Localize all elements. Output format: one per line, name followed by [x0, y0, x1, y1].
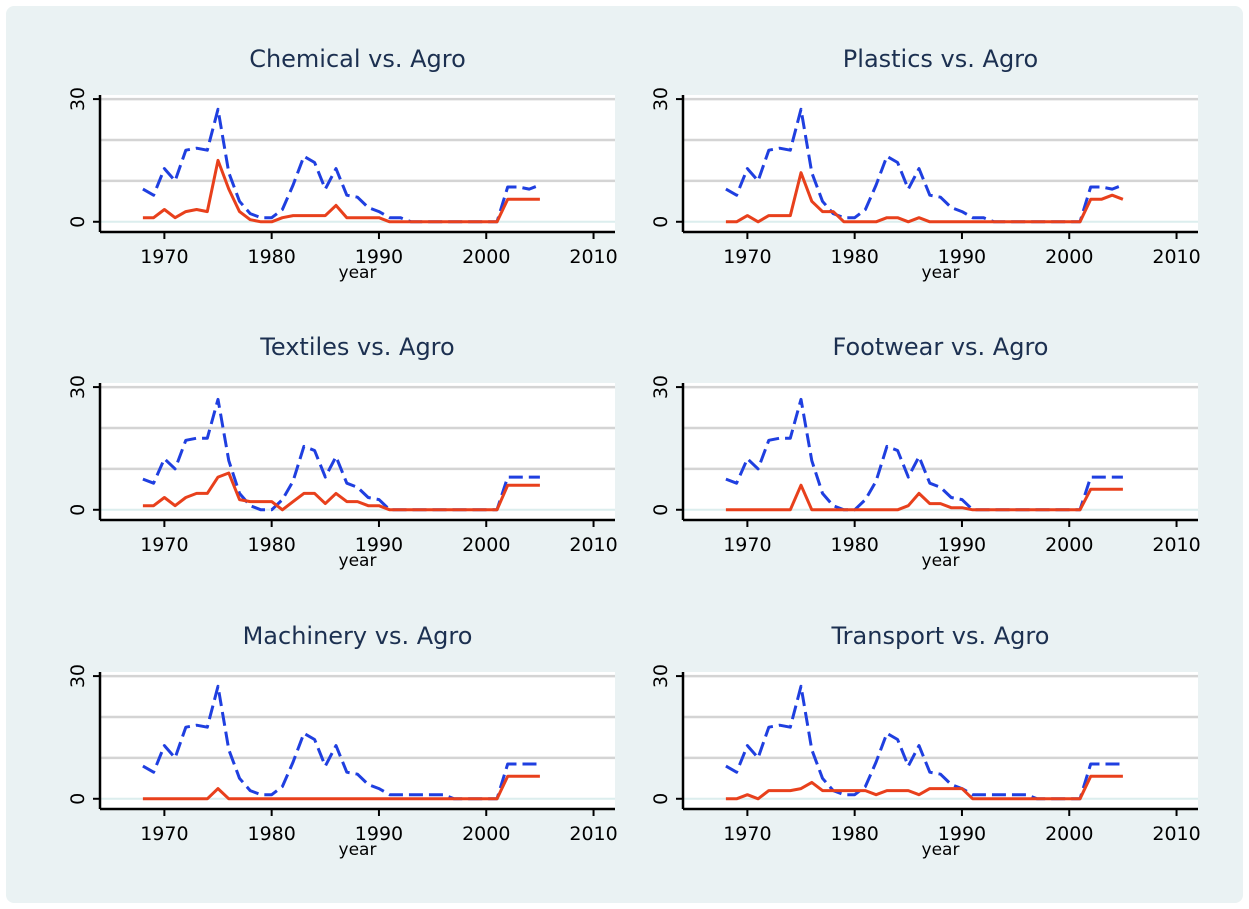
y-tick-label: 0: [650, 216, 672, 228]
plot-area: [100, 672, 615, 809]
panel-title: Plastics vs. Agro: [843, 45, 1038, 73]
x-axis-label: year: [922, 840, 960, 860]
plot-area: [683, 672, 1198, 809]
panel-title: Transport vs. Agro: [831, 622, 1050, 650]
x-tick-label: 1970: [723, 534, 771, 556]
x-tick-label: 1980: [247, 246, 295, 268]
y-tick-label: 0: [67, 504, 89, 516]
series-line: [142, 158, 540, 224]
y-tick-label: 0: [67, 793, 89, 805]
x-axis-label: year: [339, 551, 377, 571]
x-tick-label: 1990: [938, 534, 986, 556]
x-tick-label: 2000: [462, 246, 510, 268]
x-axis-label: year: [922, 551, 960, 571]
x-tick-label: 2000: [1045, 246, 1093, 268]
x-axis-label: year: [922, 263, 960, 283]
series-line: [725, 171, 1124, 224]
x-tick-label: 1970: [723, 823, 771, 845]
y-tick-label: 30: [67, 87, 89, 111]
y-tick-label: 0: [650, 504, 672, 516]
x-tick-label: 2010: [569, 534, 617, 556]
x-tick-label: 1990: [355, 823, 403, 845]
x-tick-label: 2000: [462, 534, 510, 556]
x-tick-label: 1990: [355, 534, 403, 556]
x-tick-label: 1980: [247, 823, 295, 845]
plot-area: [100, 383, 615, 520]
series-line: [142, 471, 540, 512]
x-tick-label: 1980: [830, 534, 878, 556]
panel-title: Machinery vs. Agro: [243, 622, 473, 650]
panel-title: Footwear vs. Agro: [833, 333, 1049, 361]
x-axis-label: year: [339, 840, 377, 860]
x-axis-label: year: [339, 263, 377, 283]
x-tick-label: 2010: [1152, 823, 1200, 845]
x-tick-label: 1970: [723, 246, 771, 268]
y-tick-label: 30: [650, 664, 672, 688]
y-tick-label: 30: [650, 375, 672, 399]
x-tick-label: 1980: [247, 534, 295, 556]
series-line: [725, 483, 1123, 512]
x-tick-label: 1970: [140, 823, 188, 845]
y-tick-label: 30: [67, 375, 89, 399]
x-tick-label: 2000: [1045, 823, 1093, 845]
y-tick-label: 0: [650, 793, 672, 805]
y-tick-label: 30: [650, 87, 672, 111]
x-tick-label: 2000: [462, 823, 510, 845]
series-line: [142, 774, 540, 801]
x-tick-label: 1990: [355, 246, 403, 268]
panel-title: Textiles vs. Agro: [259, 333, 454, 361]
x-tick-label: 2010: [1152, 534, 1200, 556]
x-tick-label: 1990: [938, 246, 986, 268]
panel-title: Chemical vs. Agro: [249, 45, 466, 73]
y-tick-label: 30: [67, 664, 89, 688]
y-tick-label: 0: [67, 216, 89, 228]
x-tick-label: 1970: [140, 246, 188, 268]
x-tick-label: 1980: [830, 823, 878, 845]
x-tick-label: 2010: [569, 246, 617, 268]
x-tick-label: 2010: [1152, 246, 1200, 268]
plot-area: [683, 95, 1198, 232]
plot-area: [100, 95, 615, 232]
x-tick-label: 1980: [830, 246, 878, 268]
x-tick-label: 2010: [569, 823, 617, 845]
x-tick-label: 2000: [1045, 534, 1093, 556]
x-tick-label: 1990: [938, 823, 986, 845]
plot-area: [683, 383, 1198, 520]
x-tick-label: 1970: [140, 534, 188, 556]
series-line: [725, 774, 1123, 801]
